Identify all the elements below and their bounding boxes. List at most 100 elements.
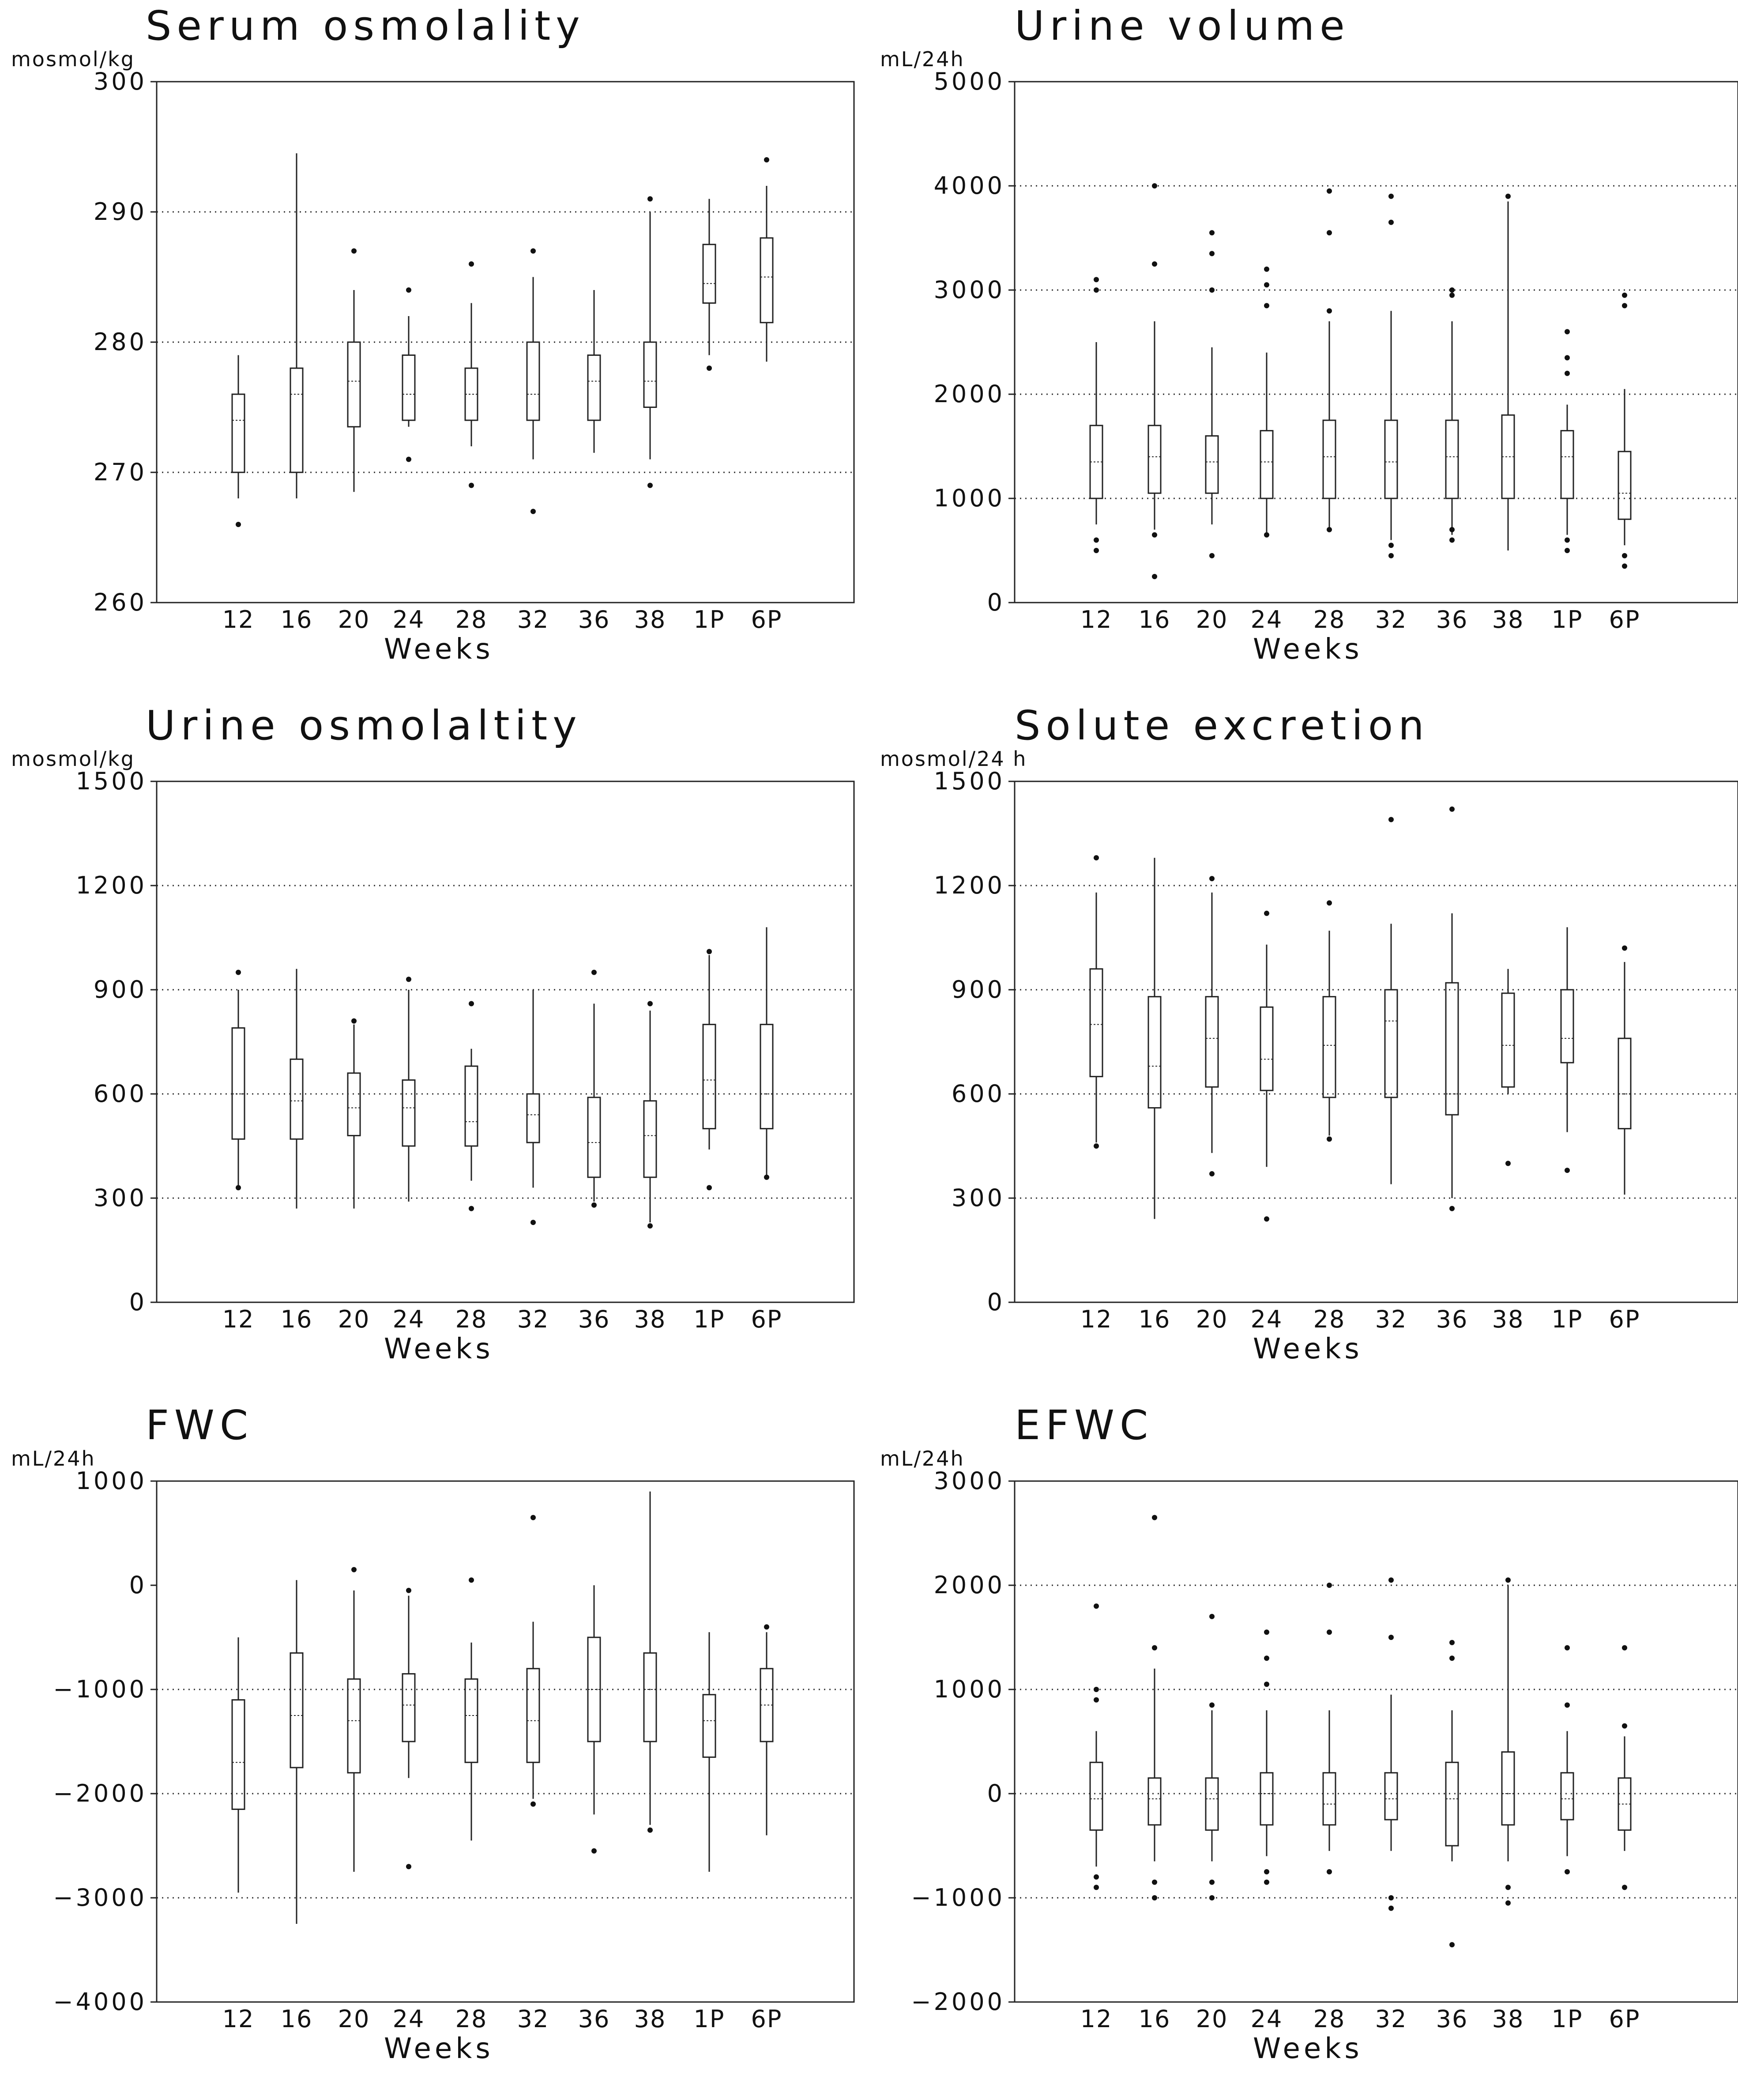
iqr-box — [526, 1668, 540, 1763]
outlier-point — [1152, 261, 1157, 267]
outlier-point — [236, 969, 241, 975]
outlier-point — [1565, 355, 1570, 361]
outlier-point — [1388, 817, 1394, 822]
box-1P — [1560, 1645, 1574, 1874]
iqr-box — [231, 1027, 245, 1140]
box-12 — [231, 969, 245, 1191]
outlier-point — [1622, 563, 1627, 569]
chart-svg-fwc: FWC mL/24h Weeks −4000 −3000 −2000 −1000 0 10… — [11, 1402, 855, 2065]
outlier-point — [591, 1848, 597, 1854]
iqr-box — [1089, 968, 1103, 1078]
outlier-point — [530, 248, 536, 254]
iqr-box — [1384, 419, 1398, 499]
outlier-point — [1094, 1687, 1099, 1692]
box-20 — [347, 1567, 361, 1872]
outlier-point — [1565, 1702, 1570, 1708]
iqr-box — [1147, 425, 1162, 494]
x-tick-label: 16 — [281, 606, 313, 633]
outlier-point — [530, 509, 536, 514]
outlier-point — [1152, 183, 1157, 189]
chart-title: Urine volume — [1015, 2, 1350, 49]
y-tick-label: 600 — [952, 1080, 1005, 1108]
box-24 — [1260, 266, 1274, 538]
outlier-point — [647, 1827, 653, 1833]
iqr-box — [464, 367, 478, 421]
y-tick-label: 300 — [94, 68, 147, 95]
outlier-point — [351, 1018, 357, 1024]
iqr-box — [760, 1668, 774, 1742]
outlier-point — [406, 1864, 411, 1870]
plot-frame — [156, 780, 855, 1303]
box-28 — [1322, 900, 1336, 1142]
outlier-point — [1264, 282, 1269, 288]
y-tick-label: 0 — [987, 1780, 1005, 1807]
box-32 — [526, 248, 540, 514]
outlier-point — [1327, 230, 1332, 236]
outlier-point — [1327, 1869, 1332, 1874]
outlier-point — [1152, 532, 1157, 538]
x-axis-label: Weeks — [1253, 633, 1363, 666]
outlier-point — [764, 1624, 769, 1630]
outlier-point — [469, 1001, 474, 1007]
box-28 — [464, 261, 478, 488]
x-tick-label: 36 — [1436, 2005, 1468, 2033]
y-tick-label: 0 — [129, 1571, 147, 1599]
iqr-box — [1260, 430, 1274, 499]
outlier-point — [1449, 1640, 1455, 1645]
outlier-point — [1449, 292, 1455, 298]
outlier-point — [406, 456, 411, 462]
chart-svg-urine-volume: Urine volume mL/24h Weeks 0 1000 2000 3000 4… — [880, 2, 1738, 666]
plot-frame — [1014, 780, 1738, 1303]
box-32 — [1384, 1577, 1398, 1911]
x-tick-label: 24 — [393, 606, 425, 633]
box-16 — [1147, 858, 1162, 1219]
x-axis-label: Weeks — [1253, 2032, 1363, 2065]
y-tick-label: −1000 — [53, 1675, 147, 1703]
x-tick-label: 12 — [1080, 606, 1113, 633]
iqr-box — [1260, 1006, 1274, 1091]
outlier-point — [1264, 1879, 1269, 1885]
x-tick-label: 6P — [1609, 1305, 1640, 1333]
x-tick-label: 12 — [1080, 2005, 1113, 2033]
x-tick-label: 38 — [1492, 606, 1524, 633]
x-tick-label: 36 — [1436, 1305, 1468, 1333]
outlier-point — [1264, 1682, 1269, 1687]
y-tick-label: 300 — [94, 1184, 147, 1212]
box-28 — [1322, 188, 1336, 532]
box-24 — [402, 287, 416, 462]
y-unit-label: mL/24h — [880, 47, 965, 71]
box-1P — [1560, 329, 1574, 553]
x-tick-label: 24 — [1251, 2005, 1283, 2033]
iqr-box — [1147, 1777, 1162, 1826]
outlier-point — [1152, 574, 1157, 579]
iqr-box — [702, 1694, 716, 1758]
iqr-box — [702, 1024, 716, 1130]
chart-fwc: FWC mL/24h Weeks −4000 −3000 −2000 −1000 0 10… — [0, 1399, 869, 2099]
x-tick-label: 36 — [578, 2005, 610, 2033]
outlier-point — [1449, 1206, 1455, 1211]
iqr-box — [760, 237, 774, 324]
y-tick-label: 5000 — [934, 68, 1005, 95]
plot-frame — [1014, 81, 1738, 603]
iqr-box — [643, 1652, 657, 1742]
outlier-point — [1388, 543, 1394, 548]
iqr-box — [347, 1678, 361, 1774]
box-38 — [643, 196, 657, 488]
y-tick-label: 3000 — [934, 1467, 1005, 1495]
x-tick-label: 32 — [1375, 606, 1407, 633]
outlier-point — [1264, 1629, 1269, 1635]
y-tick-label: 270 — [94, 458, 147, 486]
outlier-point — [1264, 1655, 1269, 1661]
iqr-box — [1618, 1037, 1632, 1130]
outlier-point — [1449, 806, 1455, 812]
outlier-point — [1327, 1583, 1332, 1588]
outlier-point — [707, 949, 712, 954]
outlier-point — [1622, 1723, 1627, 1729]
y-tick-label: −4000 — [53, 1988, 147, 2016]
iqr-box — [1501, 1751, 1515, 1826]
x-tick-label: 24 — [393, 2005, 425, 2033]
box-16 — [290, 153, 304, 498]
chart-title: Urine osmolaltity — [146, 702, 582, 749]
y-tick-label: 2000 — [934, 1571, 1005, 1599]
outlier-point — [1327, 900, 1332, 906]
